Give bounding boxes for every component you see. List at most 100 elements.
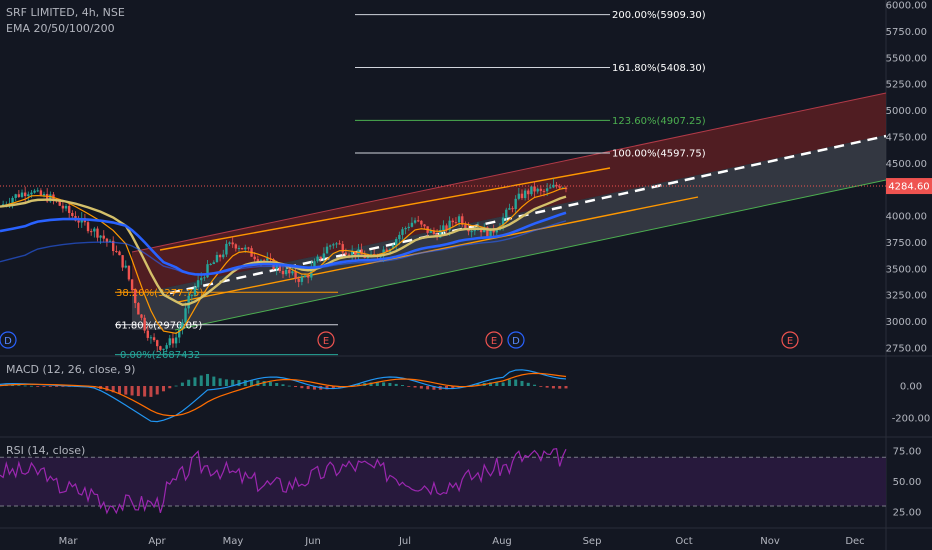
candle-body (413, 220, 417, 223)
candle-body (237, 247, 241, 249)
macd-histogram-bar (331, 386, 335, 389)
candle-body (27, 194, 30, 197)
current-price-tag (886, 178, 932, 195)
candle-body (319, 256, 322, 259)
candle-body (17, 194, 21, 197)
macd-histogram-bar (117, 386, 121, 394)
macd-line (0, 369, 567, 423)
candle-body (203, 277, 206, 279)
earnings-marker[interactable] (781, 331, 799, 349)
candle-body (407, 226, 410, 229)
candle-body (439, 229, 442, 238)
macd-histogram-bar (155, 386, 159, 395)
dividend-marker[interactable] (0, 331, 17, 349)
price-tick-label: 4500.00 (886, 159, 927, 170)
macd-histogram-bar (224, 379, 228, 386)
candle-body (338, 243, 341, 245)
chart-axes: Mar Apr May Jun Jul Aug Sep Oct Nov Dec 6000.00 575… (59, 1, 932, 547)
channel-lower-line (174, 179, 887, 331)
fib-level-label: 0.00%(2687432 (120, 350, 200, 361)
candle-body (234, 244, 238, 249)
candle-body (545, 188, 549, 192)
macd-pane[interactable]: 0.00 -200.00 (0, 369, 930, 425)
macd-histogram-bar (407, 386, 411, 387)
candle-body (61, 205, 65, 209)
macd-histogram-bar (520, 380, 524, 386)
macd-legend[interactable]: MACD (12, 26, close, 9) (6, 363, 136, 376)
earnings-marker[interactable] (317, 331, 335, 349)
time-tick-label: Aug (492, 536, 512, 547)
macd-histogram-bar (199, 375, 203, 386)
macd-histogram-bar (539, 386, 543, 387)
macd-histogram-bar (388, 382, 392, 386)
candle-body (134, 290, 137, 304)
earnings-marker[interactable] (485, 331, 503, 349)
macd-histogram-bar (111, 386, 115, 393)
orange-trend-line (159, 167, 611, 251)
candle-body (23, 192, 27, 197)
candle-body (171, 338, 175, 344)
time-tick-label: Mar (59, 536, 79, 547)
candle-body (168, 338, 171, 346)
price-tick-label: 5250.00 (886, 80, 927, 91)
candle-body (256, 259, 260, 262)
fib-extension[interactable]: 200.00%(5909.30) 161.80%(5408.30) 123.60%(… (115, 10, 706, 361)
macd-histogram-bar (526, 382, 530, 386)
rsi-line (0, 447, 567, 515)
candle-body (143, 317, 146, 331)
candle-body (461, 216, 464, 225)
rsi-pane[interactable]: 75.00 50.00 25.00 (0, 447, 921, 519)
candle-body (555, 184, 558, 187)
price-tick-label: 3250.00 (886, 291, 927, 302)
candle-body (473, 230, 477, 232)
time-tick-label: May (223, 536, 244, 547)
candle-body (281, 270, 285, 275)
time-tick-label: Sep (583, 536, 602, 547)
candle-body (360, 249, 363, 255)
time-tick-label: Nov (760, 536, 780, 547)
macd-histogram-bar (168, 386, 172, 389)
channel-upper-band (132, 93, 886, 295)
macd-histogram-bar (61, 386, 65, 387)
candle-body (89, 231, 93, 233)
macd-histogram-bar (564, 386, 568, 389)
time-tick-label: Jul (398, 536, 411, 547)
orange-trend-line (177, 196, 699, 303)
candle-body (520, 193, 524, 199)
candle-body (96, 228, 99, 238)
time-tick-label: Dec (845, 536, 864, 547)
macd-histogram-bar (445, 386, 449, 390)
symbol-title[interactable]: SRF LIMITED, 4h, NSE (6, 6, 125, 19)
candle-body (102, 235, 105, 239)
macd-histogram-bar (545, 386, 549, 388)
macd-histogram-bar (369, 382, 373, 386)
price-tick-label: 5000.00 (886, 106, 927, 117)
candle-body (253, 256, 256, 260)
price-tick-label: 3500.00 (886, 264, 927, 275)
dividend-marker[interactable] (507, 331, 525, 349)
candle-body (146, 330, 149, 338)
candle-body (222, 254, 225, 258)
candle-body (313, 261, 316, 267)
candle-body (49, 194, 52, 202)
rsi-legend[interactable]: RSI (14, close) (6, 444, 86, 457)
candle-body (93, 228, 96, 232)
ema50-line (0, 195, 567, 306)
macd-histogram-bar (551, 386, 555, 389)
candle-body (228, 242, 231, 244)
candle-body (39, 190, 43, 196)
macd-histogram-bar (419, 386, 423, 389)
candle-body (448, 220, 451, 231)
macd-histogram-bar (237, 380, 241, 386)
candle-body (42, 193, 46, 196)
macd-histogram-bar (36, 386, 40, 387)
candle-body (470, 231, 473, 233)
candle-body (105, 238, 109, 242)
macd-histogram-bar (143, 386, 147, 397)
ema-legend[interactable]: EMA 20/50/100/200 (6, 22, 115, 35)
ema20-line (0, 187, 567, 334)
macd-histogram-bar (206, 373, 210, 386)
macd-histogram-bar (42, 386, 46, 387)
